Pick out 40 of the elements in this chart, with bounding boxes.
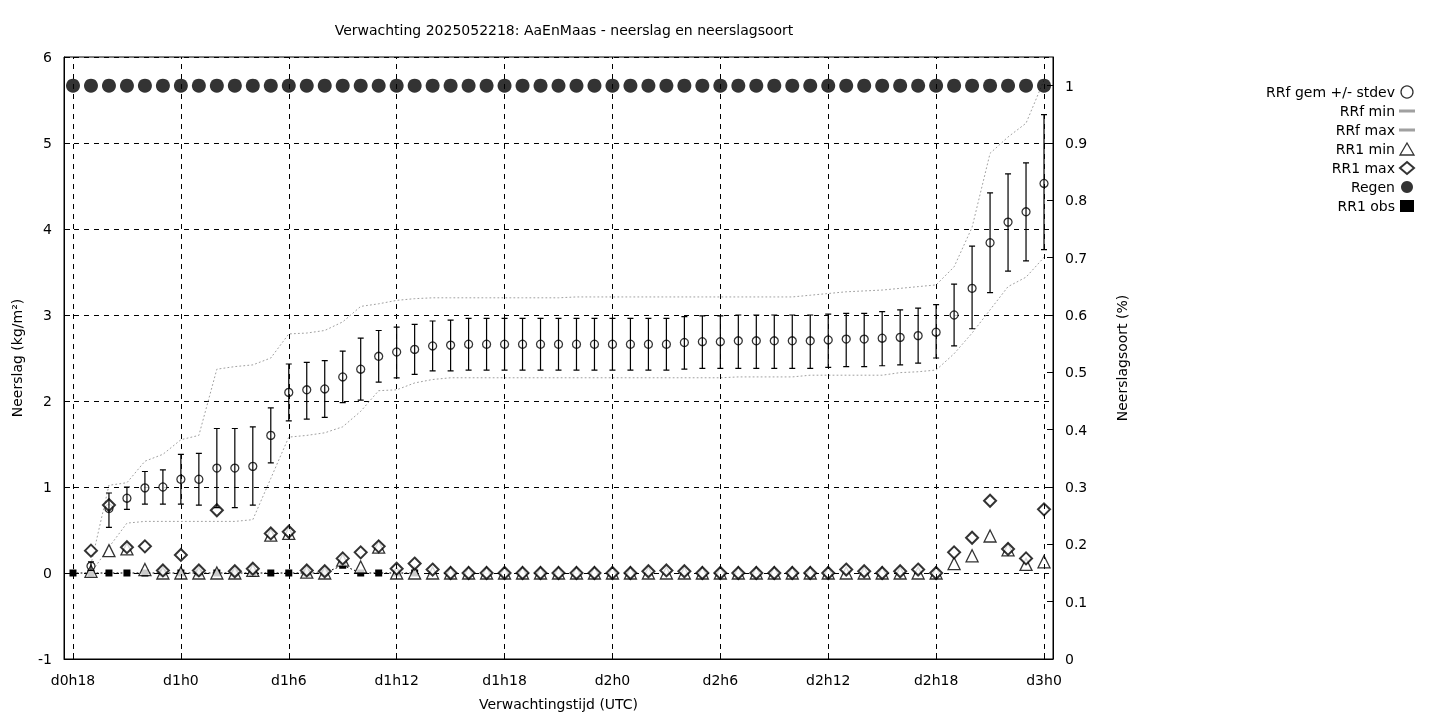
legend-label: RR1 min [1335,141,1395,157]
x-axis-title: Verwachtingstijd (UTC) [478,696,639,712]
x-tick-label: d1h18 [482,672,527,688]
legend-label: RRf gem +/- stdev [1266,84,1395,100]
legend-label: RRf min [1339,103,1395,119]
y2-tick-label: 0.4 [1065,421,1088,438]
y-tick-label: -1 [38,651,52,667]
y2-tick-label: 1 [1065,77,1074,94]
x-tick-label: d2h12 [805,672,851,688]
x-tick-label: d0h18 [50,672,96,688]
x-tick-label: d2h0 [594,672,631,688]
y2-tick-label: 0 [1065,651,1074,667]
y2-axis-title: Neerslagsoort (%) [1114,294,1130,422]
y-tick-label: 1 [43,479,52,495]
y-tick-label: 6 [43,49,53,65]
y2-tick-label: 0.2 [1065,536,1088,553]
y2-tick-label: 0.3 [1065,479,1088,495]
y2-tick-label: 0.6 [1065,307,1088,323]
y2-tick-label: 0.1 [1065,593,1088,610]
legend-label: RRf max [1335,122,1395,138]
legend-label: RR1 obs [1337,198,1395,214]
x-tick-label: d2h18 [913,672,959,688]
y-tick-label: 2 [43,393,52,409]
y-tick-label: 3 [43,307,52,323]
legend-label: RR1 max [1331,160,1395,176]
x-tick-label: d1h12 [374,672,419,688]
chart-title: Verwachting 2025052218: AaEnMaas - neerslag en neerslagsoort [334,22,794,38]
x-tick-label: d1h6 [270,672,307,688]
legend-label: Regen [1350,179,1395,195]
y-tick-label: 0 [43,565,52,581]
x-tick-label: d3h0 [1026,672,1062,688]
y2-tick-label: 0.7 [1065,249,1088,266]
y2-tick-label: 0.5 [1065,364,1088,381]
y2-tick-label: 0.9 [1065,135,1088,151]
y-tick-label: 5 [43,135,52,151]
y-axis-title: Neerslag (kg/m²) [9,298,25,418]
x-tick-label: d2h6 [702,672,739,688]
y-tick-label: 4 [43,221,53,237]
x-tick-label: d1h0 [163,672,199,688]
y2-tick-label: 0.8 [1065,192,1088,209]
